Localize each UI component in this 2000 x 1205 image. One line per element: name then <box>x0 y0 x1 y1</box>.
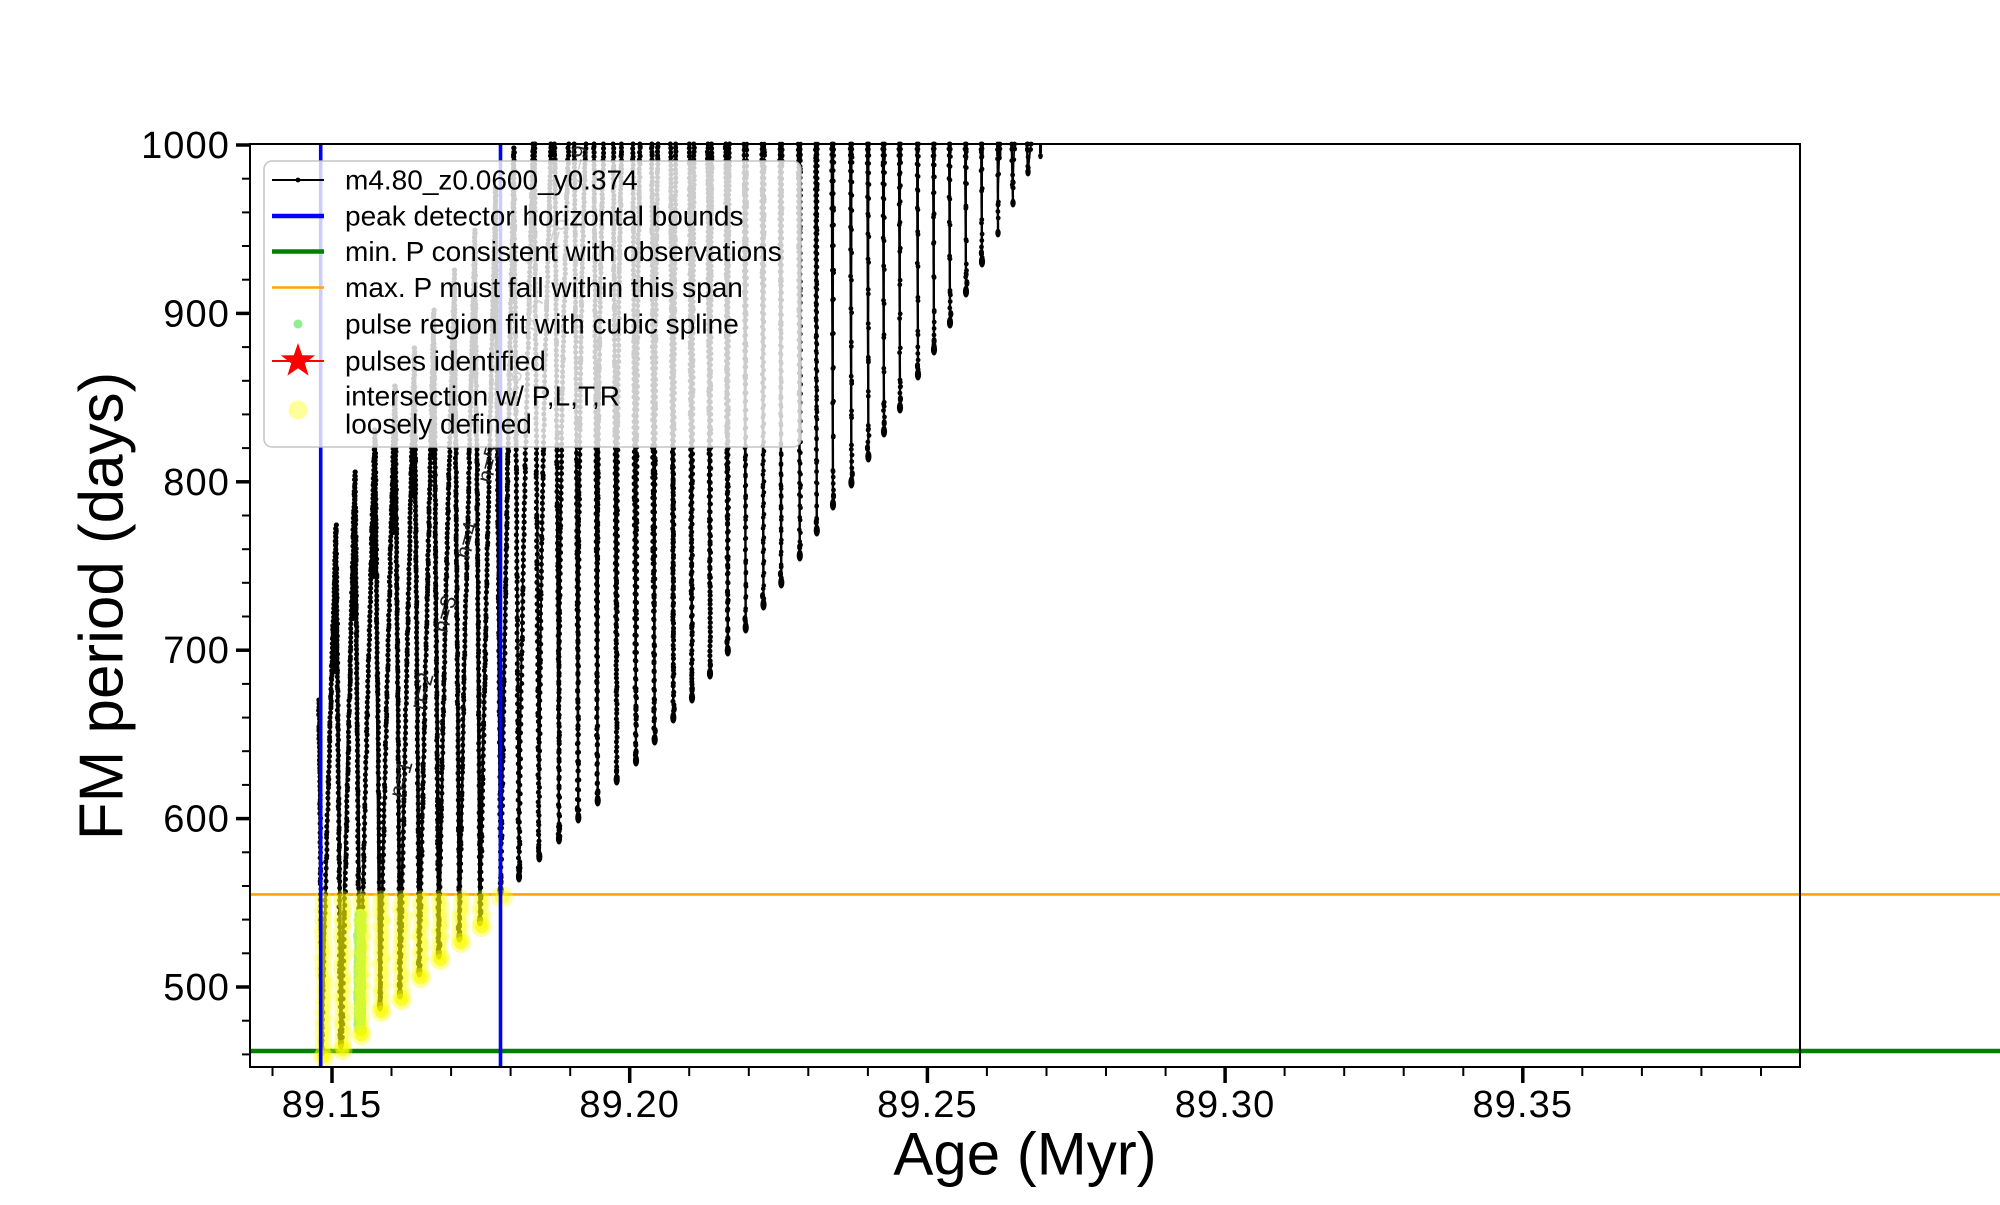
svg-text:Age (Myr): Age (Myr) <box>893 1121 1156 1188</box>
svg-text:700: 700 <box>163 630 230 672</box>
svg-text:pulse region fit with cubic sp: pulse region fit with cubic spline <box>345 309 739 340</box>
svg-text:pulses identified: pulses identified <box>345 346 546 377</box>
svg-text:800: 800 <box>163 462 230 504</box>
svg-text:89.30: 89.30 <box>1175 1084 1276 1126</box>
svg-text:FM period (days): FM period (days) <box>68 372 137 841</box>
svg-text:900: 900 <box>163 293 230 335</box>
svg-text:89.25: 89.25 <box>877 1084 978 1126</box>
svg-text:500: 500 <box>163 967 230 1009</box>
svg-text:1000: 1000 <box>141 125 230 167</box>
svg-text:600: 600 <box>163 799 230 841</box>
svg-text:89.15: 89.15 <box>282 1084 383 1126</box>
svg-text:m4.80_z0.0600_y0.374: m4.80_z0.0600_y0.374 <box>345 165 638 196</box>
svg-text:89.35: 89.35 <box>1473 1084 1574 1126</box>
svg-text:loosely defined: loosely defined <box>345 409 532 440</box>
svg-text:intersection w/ P,L,T,R: intersection w/ P,L,T,R <box>345 381 620 412</box>
svg-text:89.20: 89.20 <box>579 1084 680 1126</box>
svg-text:peak detector horizontal bound: peak detector horizontal bounds <box>345 201 744 232</box>
svg-text:max. P must fall within this s: max. P must fall within this span <box>345 272 743 303</box>
svg-text:min. P consistent with observa: min. P consistent with observations <box>345 236 782 267</box>
